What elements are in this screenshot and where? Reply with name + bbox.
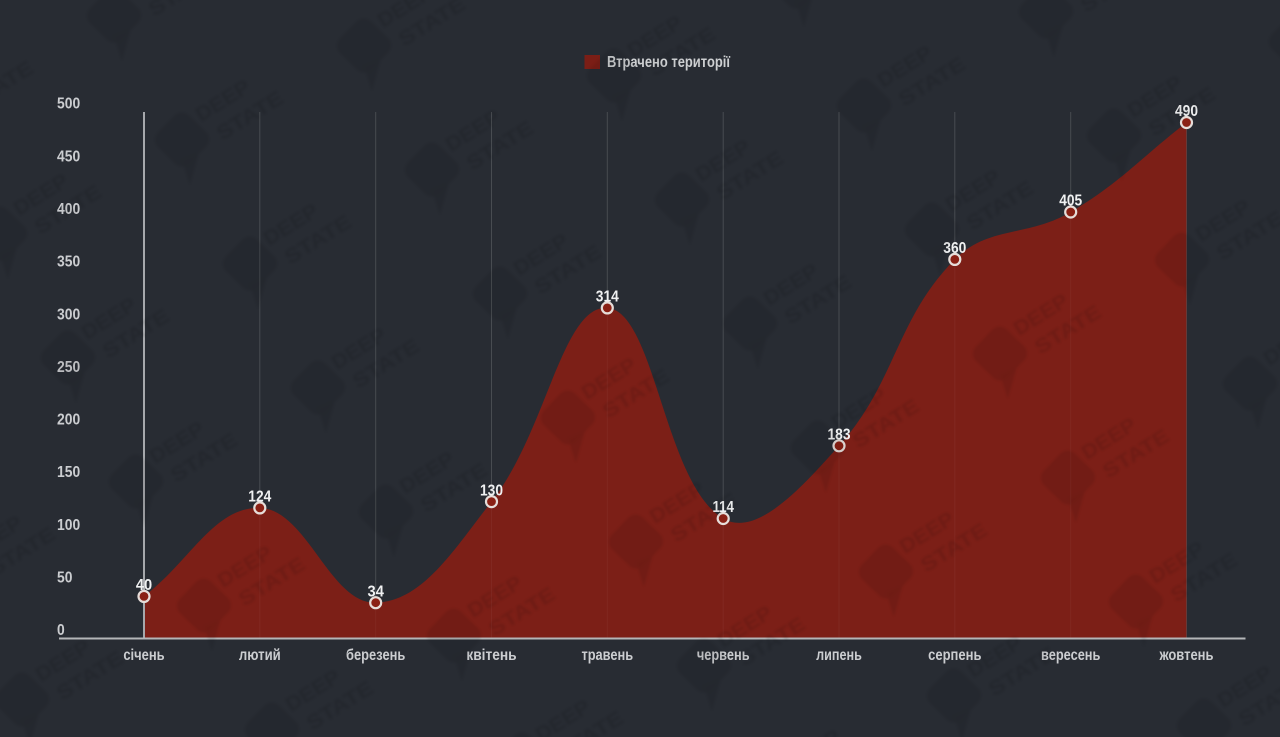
svg-text:серпень: серпень xyxy=(928,647,982,664)
svg-text:124: 124 xyxy=(248,489,271,506)
svg-text:40: 40 xyxy=(136,577,152,594)
svg-text:квітень: квітень xyxy=(466,647,516,664)
svg-text:360: 360 xyxy=(943,240,966,257)
svg-text:50: 50 xyxy=(57,570,72,587)
svg-text:314: 314 xyxy=(596,289,619,306)
svg-text:350: 350 xyxy=(57,254,80,271)
svg-text:405: 405 xyxy=(1059,193,1082,210)
svg-text:130: 130 xyxy=(480,482,503,499)
svg-text:жовтень: жовтень xyxy=(1159,647,1214,664)
svg-text:січень: січень xyxy=(123,647,164,664)
svg-text:150: 150 xyxy=(57,464,80,481)
svg-text:травень: травень xyxy=(581,647,633,664)
svg-text:100: 100 xyxy=(57,517,80,534)
svg-text:300: 300 xyxy=(57,306,80,323)
svg-text:34: 34 xyxy=(368,583,384,600)
svg-text:березень: березень xyxy=(346,647,405,664)
svg-text:лютий: лютий xyxy=(239,647,281,664)
svg-text:липень: липень xyxy=(816,647,862,664)
svg-text:500: 500 xyxy=(57,96,80,113)
svg-text:200: 200 xyxy=(57,412,80,429)
svg-text:450: 450 xyxy=(57,148,80,165)
svg-text:0: 0 xyxy=(57,622,65,639)
